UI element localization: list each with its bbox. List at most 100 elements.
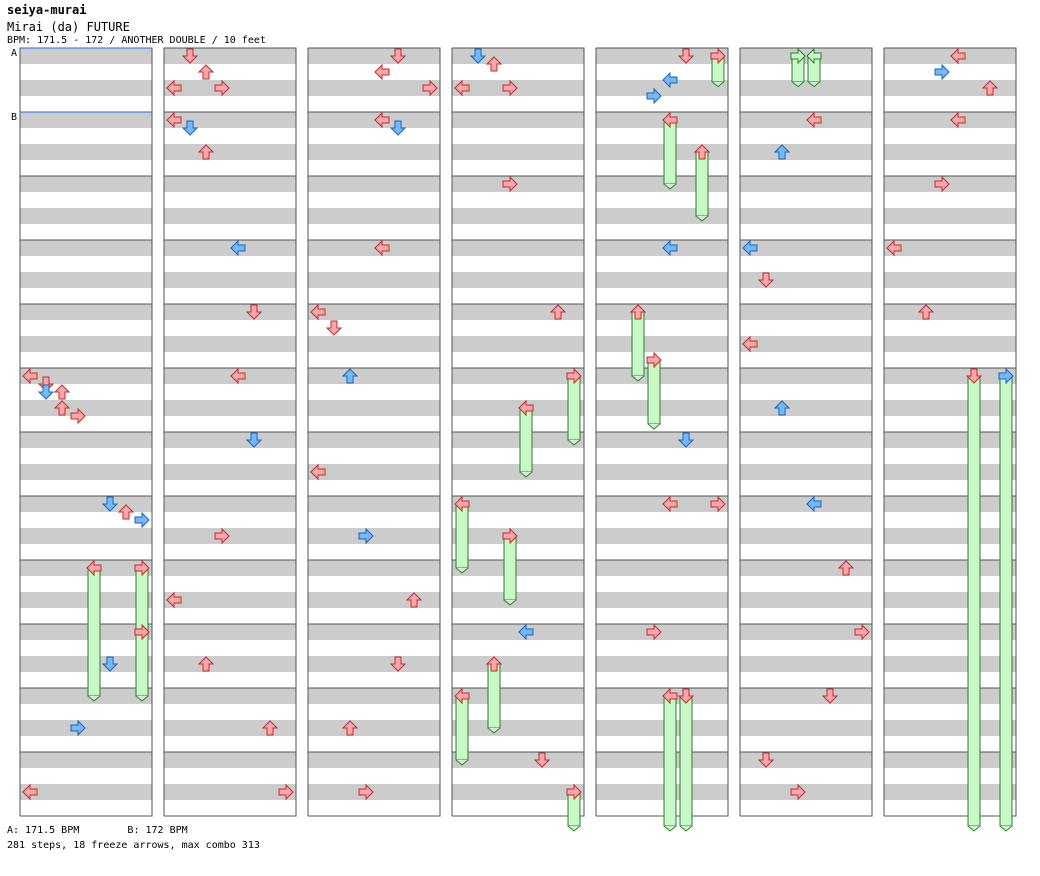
step-arrow (53, 400, 71, 416)
step-arrow (101, 496, 119, 512)
step-arrow (518, 623, 534, 641)
step-arrow (230, 239, 246, 257)
freeze-arrow (485, 656, 503, 734)
step-arrow (389, 120, 407, 136)
step-arrow (166, 79, 182, 97)
chart-column (307, 47, 441, 817)
step-arrow (646, 87, 662, 105)
chart-column (739, 47, 873, 817)
step-arrow (662, 239, 678, 257)
step-arrow (662, 495, 678, 513)
bpm-a-label: A: 171.5 BPM (7, 825, 80, 836)
step-arrow (854, 623, 870, 641)
chart-meta: BPM: 171.5 - 172 / ANOTHER DOUBLE / 10 f… (7, 35, 266, 46)
freeze-arrow (566, 367, 582, 446)
step-arrow (742, 239, 758, 257)
step-arrow (917, 304, 935, 320)
step-arrow (742, 335, 758, 353)
step-arrow (662, 71, 678, 89)
step-arrow (166, 111, 182, 129)
bpm-b-label: B: 172 BPM (127, 825, 188, 836)
freeze-arrow (998, 367, 1014, 832)
step-arrow (70, 719, 86, 737)
step-arrow (310, 303, 326, 321)
song-title: Mirai (da) FUTURE (7, 20, 130, 34)
step-arrow (358, 783, 374, 801)
chart-column (451, 47, 585, 817)
step-arrow (485, 56, 503, 72)
step-arrow (934, 63, 950, 81)
step-arrow (214, 79, 230, 97)
artist-name: seiya-murai (7, 3, 87, 17)
step-arrow (710, 495, 726, 513)
step-arrow (341, 368, 359, 384)
step-arrow (53, 384, 71, 400)
step-arrow (677, 432, 695, 448)
freeze-arrow (86, 559, 102, 702)
freeze-arrow (629, 304, 647, 382)
step-arrow (197, 64, 215, 80)
step-arrow (278, 783, 294, 801)
step-arrow (358, 527, 374, 545)
step-arrow (341, 720, 359, 736)
step-arrow (101, 656, 119, 672)
freeze-arrow (566, 783, 582, 832)
step-arrow (934, 175, 950, 193)
step-arrow (422, 79, 438, 97)
freeze-arrow (518, 399, 534, 478)
step-arrow (405, 592, 423, 608)
step-arrow (197, 144, 215, 160)
step-arrow (806, 111, 822, 129)
step-arrow (886, 239, 902, 257)
step-arrow (374, 111, 390, 129)
step-arrow (502, 175, 518, 193)
step-arrow (773, 400, 791, 416)
step-arrow (374, 239, 390, 257)
chart-column (19, 47, 153, 817)
freeze-arrow (790, 47, 806, 88)
step-arrow (22, 367, 38, 385)
step-arrow (469, 48, 487, 64)
step-arrow (549, 304, 567, 320)
step-arrow (310, 463, 326, 481)
chart-stats: 281 steps, 18 freeze arrows, max combo 3… (7, 840, 260, 851)
step-arrow (166, 591, 182, 609)
bpm-marker-label: A (11, 48, 17, 59)
step-arrow (454, 79, 470, 97)
freeze-arrow (502, 527, 518, 606)
step-arrow (806, 495, 822, 513)
step-arrow (245, 304, 263, 320)
step-arrow (214, 527, 230, 545)
bpm-marker-label: B (11, 112, 17, 123)
chart-column (595, 47, 729, 817)
step-arrow (821, 688, 839, 704)
step-arrow (790, 783, 806, 801)
step-arrow (134, 511, 150, 529)
step-arrow (245, 432, 263, 448)
step-arrow (181, 120, 199, 136)
step-arrow (502, 79, 518, 97)
step-arrow (677, 48, 695, 64)
freeze-arrow (662, 687, 678, 832)
step-arrow (181, 48, 199, 64)
freeze-arrow (693, 144, 711, 222)
step-arrow (37, 384, 55, 400)
step-arrow (117, 504, 135, 520)
chart-column (883, 47, 1017, 817)
freeze-arrow (454, 687, 470, 766)
step-arrow (837, 560, 855, 576)
step-arrow (389, 48, 407, 64)
step-arrow (22, 783, 38, 801)
step-arrow (757, 272, 775, 288)
step-arrow (950, 47, 966, 65)
freeze-arrow (662, 111, 678, 190)
freeze-arrow (677, 688, 695, 832)
step-arrow (646, 623, 662, 641)
freeze-arrow (806, 47, 822, 88)
step-arrow (230, 367, 246, 385)
chart-column (163, 47, 297, 817)
step-arrow (389, 656, 407, 672)
freeze-arrow (965, 368, 983, 832)
bpm-legend: A: 171.5 BPM B: 172 BPM (7, 825, 188, 836)
freeze-arrow (454, 495, 470, 574)
